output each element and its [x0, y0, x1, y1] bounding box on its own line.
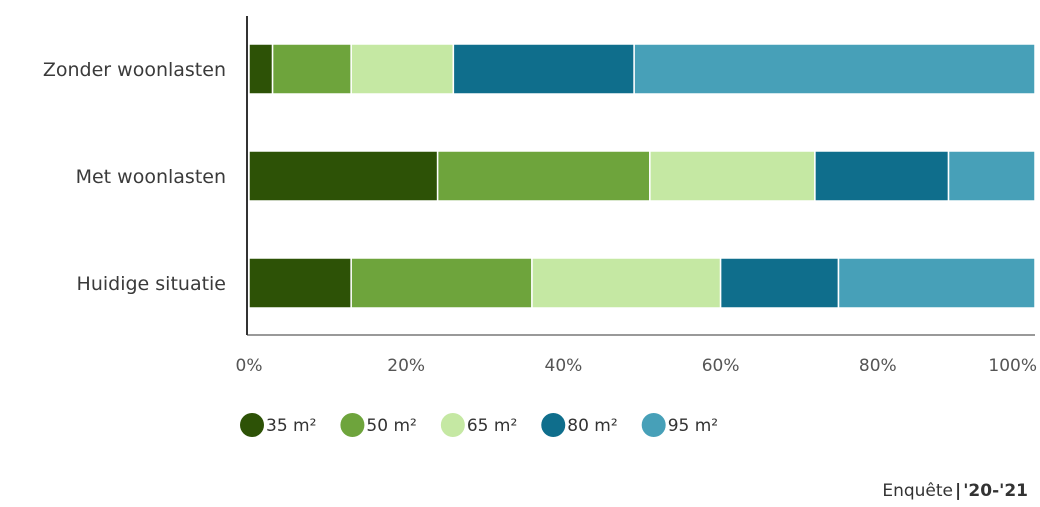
source-label: Enquête [882, 481, 953, 501]
source-years: '20-'21 [963, 481, 1028, 501]
legend-label: 95 m² [668, 416, 718, 436]
category-label: Met woonlasten [76, 166, 226, 188]
bar-segment [531, 257, 722, 309]
bar-segment [719, 257, 840, 309]
x-tick-label: 40% [545, 356, 583, 376]
bar-segment [248, 257, 352, 309]
legend-swatch [240, 413, 264, 437]
legend-label: 35 m² [266, 416, 316, 436]
bar-segment [947, 150, 1036, 202]
bar-segment [837, 257, 1036, 309]
legend-swatch [440, 413, 465, 437]
x-tick-label: 100% [988, 356, 1037, 376]
bar-segment [436, 150, 651, 202]
x-tick-label: 60% [702, 356, 740, 376]
bar-segment [649, 150, 816, 202]
x-tick-label: 80% [859, 356, 897, 376]
bar-segment [452, 43, 635, 95]
legend-swatch [641, 413, 666, 437]
bar-segment [814, 150, 950, 202]
legend-swatch [340, 413, 365, 437]
bar-segment [271, 43, 352, 95]
source-separator: | [955, 481, 962, 501]
legend-label: 80 m² [567, 416, 617, 436]
legend-swatch [541, 413, 566, 437]
bar-segment [350, 43, 455, 95]
category-label: Zonder woonlasten [43, 59, 226, 81]
source-note: Enquête | '20-'21 [882, 481, 1028, 501]
category-label: Huidige situatie [77, 273, 226, 295]
bar-segment [248, 43, 274, 95]
x-tick-label: 20% [387, 356, 425, 376]
bar-segment [350, 257, 533, 309]
bar-segment [248, 150, 439, 202]
legend-label: 65 m² [467, 416, 517, 436]
x-tick-label: 0% [236, 356, 263, 376]
legend-label: 50 m² [366, 416, 416, 436]
bar-segment [633, 43, 1036, 95]
